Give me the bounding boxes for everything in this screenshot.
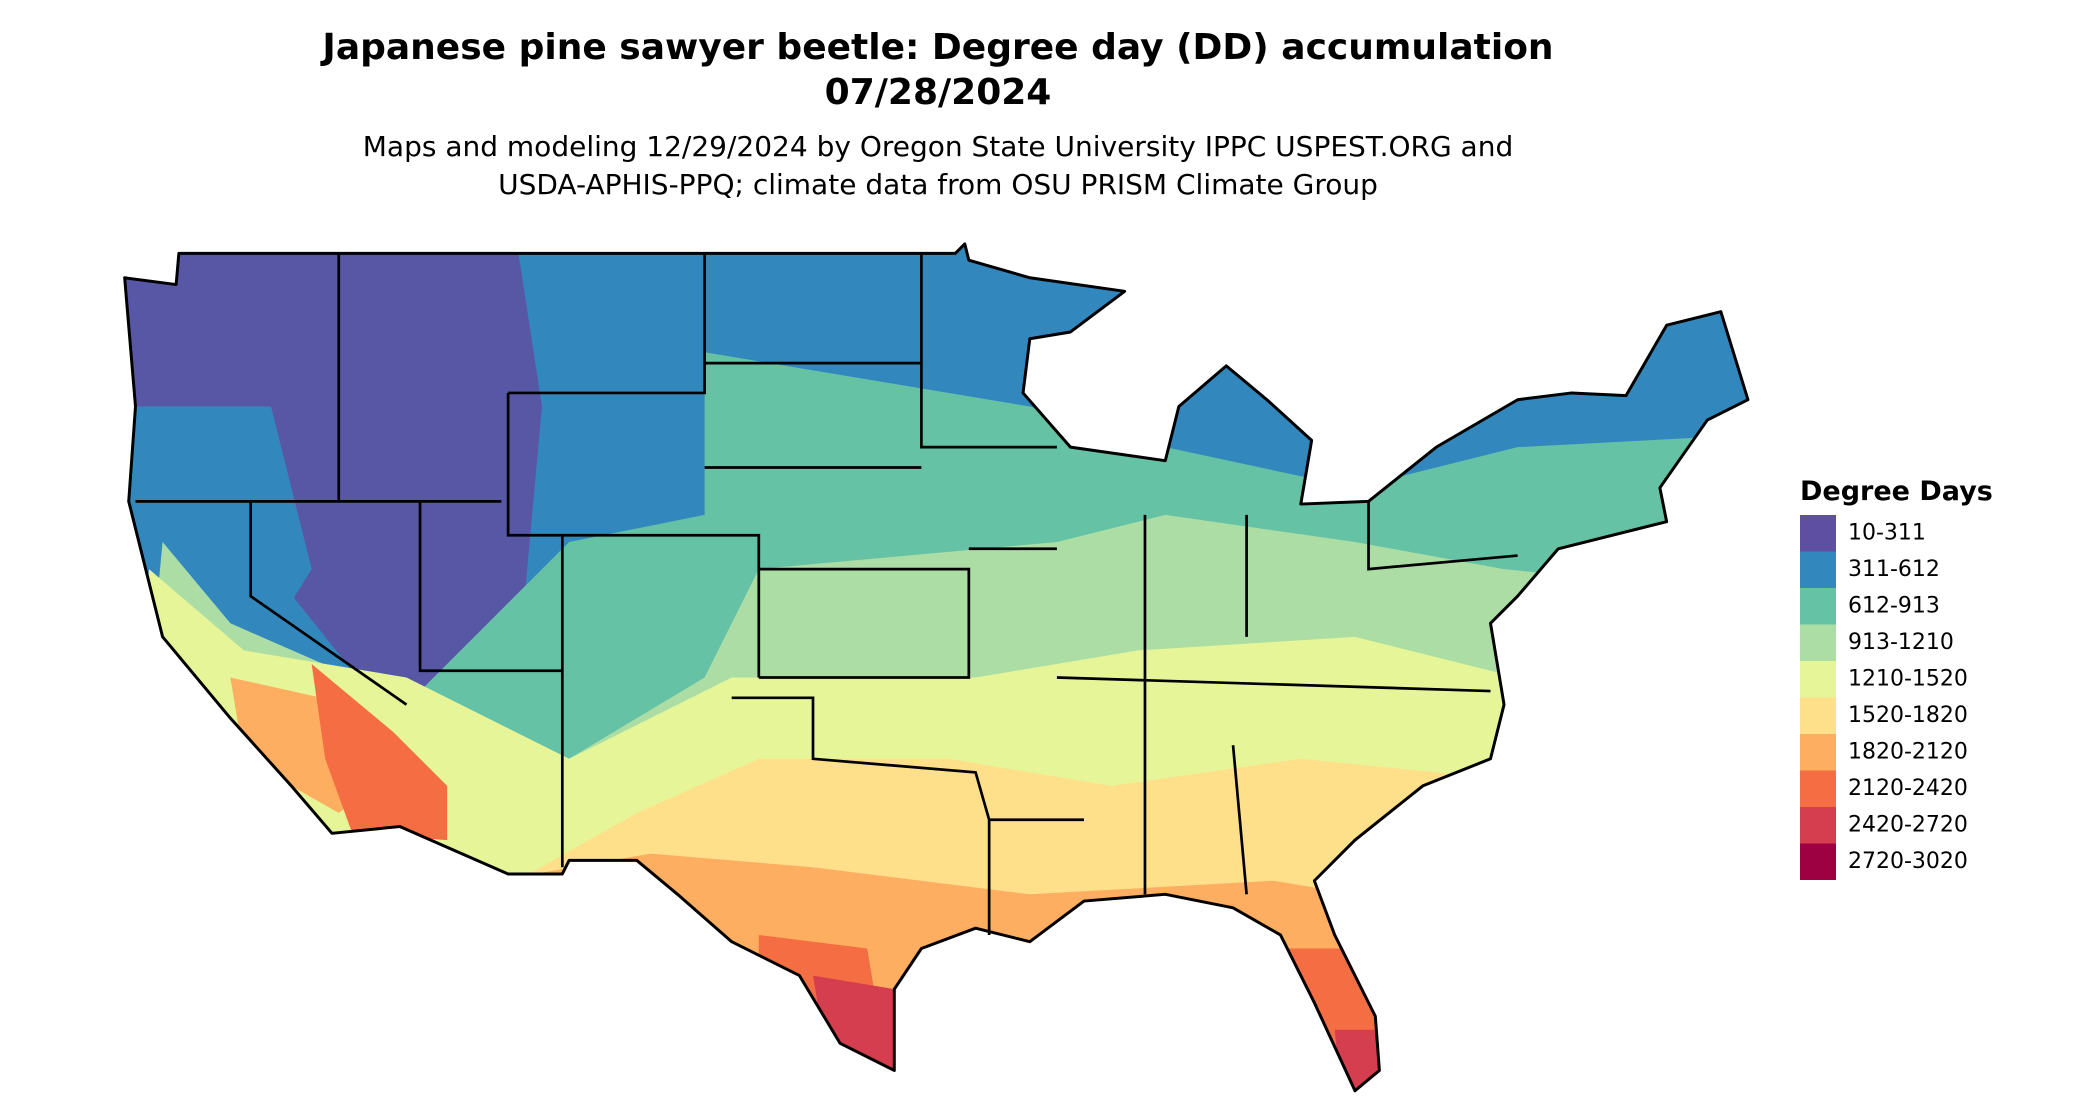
legend-swatch [1800,807,1836,844]
legend-label: 2720-3020 [1848,849,1968,874]
map-date: 07/28/2024 [825,72,1052,113]
legend-swatch [1800,770,1836,807]
legend-swatch [1800,515,1836,552]
legend-swatch [1800,734,1836,771]
legend-label: 2420-2720 [1848,812,1968,837]
legend-swatch [1800,843,1836,880]
legend-swatch [1800,624,1836,661]
legend-swatch [1800,697,1836,734]
legend-swatch [1800,588,1836,625]
legend-label: 2120-2420 [1848,776,1968,801]
map-title: Japanese pine sawyer beetle: Degree day … [319,27,1553,68]
legend-label: 913-1210 [1848,630,1954,655]
legend-label: 311-612 [1848,557,1940,582]
legend-label: 1210-1520 [1848,666,1968,691]
legend-label: 612-913 [1848,593,1940,618]
legend-title: Degree Days [1800,476,1993,507]
subtitle-line: USDA-APHIS-PPQ; climate data from OSU PR… [498,168,1378,201]
us-map [123,242,1750,1093]
legend-label: 1520-1820 [1848,703,1968,728]
legend-label: 1820-2120 [1848,739,1968,764]
legend-label: 10-311 [1848,520,1926,545]
subtitle-line: Maps and modeling 12/29/2024 by Oregon S… [363,130,1514,163]
legend-swatch [1800,661,1836,698]
legend-swatch [1800,551,1836,588]
legend: Degree Days 10-311 311-612 612-913 913-1210… [1800,476,1993,880]
